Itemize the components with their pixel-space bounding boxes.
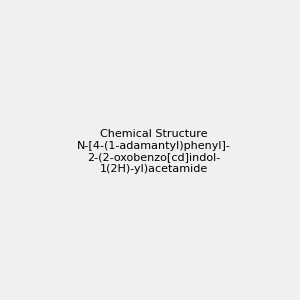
Text: Chemical Structure
N-[4-(1-adamantyl)phenyl]-
2-(2-oxobenzo[cd]indol-
1(2H)-yl)a: Chemical Structure N-[4-(1-adamantyl)phe… xyxy=(77,129,231,174)
